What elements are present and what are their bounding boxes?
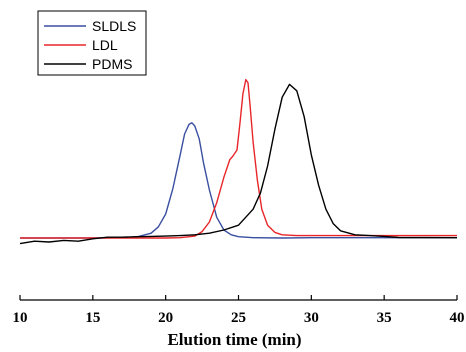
x-tick-label: 35 <box>377 310 392 326</box>
series-line-ldl <box>20 78 457 239</box>
x-tick-label: 40 <box>450 310 465 326</box>
series-line-pdms <box>19 83 458 245</box>
legend: SLDLS LDL PDMS <box>37 10 147 76</box>
x-tick-label: 20 <box>158 310 173 326</box>
legend-label-pdms: PDMS <box>92 56 132 72</box>
x-axis-title: Elution time (min) <box>167 330 301 349</box>
x-tick-label: 10 <box>13 310 28 326</box>
series-lines <box>19 78 458 245</box>
legend-label-ldl: LDL <box>92 37 118 53</box>
legend-label-sldls: SLDLS <box>92 18 136 34</box>
x-tick-label: 15 <box>85 310 100 326</box>
x-tick-label: 25 <box>231 310 246 326</box>
x-axis-ticks: 10 15 20 25 30 35 40 <box>13 295 465 326</box>
series-line-sldls <box>20 122 457 239</box>
x-tick-label: 30 <box>304 310 319 326</box>
